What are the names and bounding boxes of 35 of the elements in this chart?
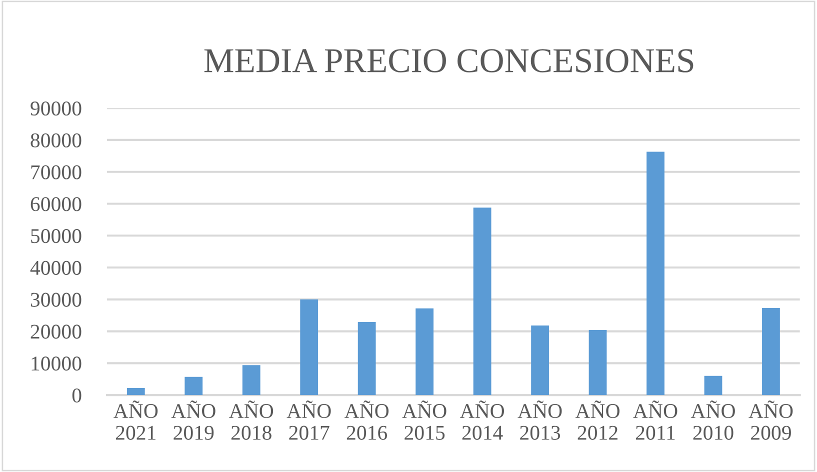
bar (300, 299, 318, 396)
x-tick-label: AÑO 2016 (344, 400, 389, 440)
y-tick-label: 40000 (30, 260, 82, 275)
x-tick-label: AÑO 2012 (575, 400, 620, 440)
y-tick-label: 80000 (30, 133, 82, 148)
y-tick-label: 10000 (32, 356, 82, 371)
bar (646, 152, 664, 396)
x-tick-label: AÑO 2013 (518, 400, 562, 440)
y-tick-label: 0 (72, 388, 82, 402)
bar (704, 376, 722, 396)
x-tick-label: AÑO 2015 (402, 400, 446, 440)
y-tick-label: 30000 (30, 292, 82, 307)
bar (126, 388, 145, 396)
x-tick-label: AÑO 2014 (460, 400, 504, 440)
bar (588, 330, 607, 396)
bar (416, 308, 434, 396)
bar (762, 308, 780, 396)
x-tick-label: AÑO 2009 (748, 400, 793, 440)
x-tick-label: AÑO 2018 (229, 400, 274, 440)
bar (473, 208, 492, 396)
bar (358, 322, 376, 396)
chart-title: MEDIA PRECIO CONCESIONES (204, 49, 694, 72)
y-tick-label: 70000 (31, 165, 82, 180)
x-tick-label: AÑO 2010 (690, 400, 735, 440)
bar (531, 326, 549, 396)
y-tick-label: 90000 (30, 101, 82, 116)
y-tick-label: 60000 (30, 197, 82, 212)
x-tick-label: AÑO 2019 (171, 400, 216, 440)
bar (242, 365, 260, 396)
y-tick-label: 50000 (31, 229, 82, 244)
x-tick-label: AÑO 2021 (114, 400, 158, 440)
y-tick-label: 20000 (30, 324, 82, 339)
x-tick-label: AÑO 2011 (633, 400, 678, 440)
x-tick-label: AÑO 2017 (286, 400, 331, 440)
bar (184, 376, 203, 396)
